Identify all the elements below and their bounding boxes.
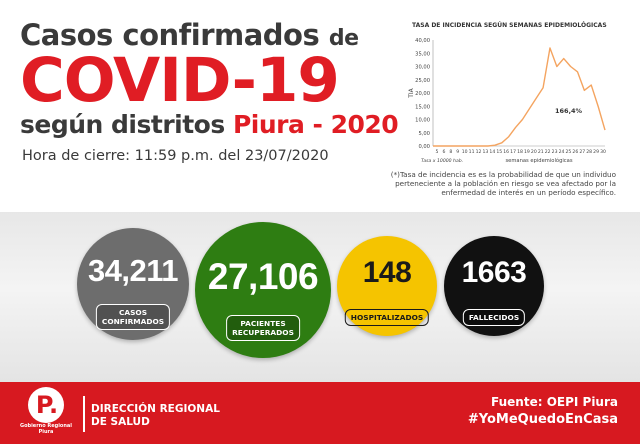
- stat-label: HOSPITALIZADOS: [344, 309, 430, 326]
- x-tick-label: 24: [559, 149, 565, 155]
- org-line1: DIRECCIÓN REGIONAL: [91, 403, 220, 415]
- x-tick-label: 22: [545, 149, 551, 155]
- org-line2: DE SALUD: [91, 416, 150, 428]
- x-tick-label: 28: [586, 149, 592, 155]
- x-tick-label: 29: [593, 149, 599, 155]
- x-tick-label: 23: [552, 149, 558, 155]
- stat-label-line1: CASOS: [118, 308, 148, 317]
- x-tick-label: 14: [489, 149, 495, 155]
- logo-badge-icon: P.: [28, 387, 64, 423]
- y-tick-label: 20,00: [415, 91, 430, 97]
- title-main: COVID-19: [20, 45, 340, 116]
- title-sub-highlight: Piura - 2020: [232, 110, 399, 139]
- x-tick-label: 16: [503, 149, 509, 155]
- y-tick-label: 25,00: [415, 78, 430, 84]
- x-axis-label: semanas epidemiológicas: [505, 157, 572, 164]
- stat-casos-confirmados: 34,211 CASOS CONFIRMADOS: [77, 228, 189, 340]
- y-tick-label: 10,00: [415, 118, 430, 124]
- footnote: (*)Tasa de incidencia es es la probabili…: [390, 170, 616, 197]
- x-tick-label: 19: [524, 149, 530, 155]
- stat-label: PACIENTES RECUPERADOS: [226, 315, 300, 341]
- chart-annotation: 166,4%: [555, 107, 583, 115]
- stat-label-line1: FALLECIDOS: [468, 313, 520, 322]
- stat-label-line2: CONFIRMADOS: [101, 317, 165, 326]
- stat-fallecidos: 1663 FALLECIDOS: [444, 236, 544, 336]
- y-tick-label: 0,00: [418, 144, 430, 150]
- stat-label-line2: RECUPERADOS: [232, 328, 294, 337]
- logo-text: Gobierno Regional Piura: [19, 423, 73, 435]
- title-sub-prefix: según distritos: [20, 110, 225, 139]
- stat-value: 148: [362, 256, 412, 289]
- chart-title: TASA DE INCIDENCIA SEGÚN SEMANAS EPIDEMI…: [412, 22, 607, 29]
- title-sub: según distritos Piura - 2020: [20, 110, 399, 139]
- fuente: Fuente: OEPI Piura: [491, 395, 618, 409]
- stat-label-line1: PACIENTES: [240, 319, 286, 328]
- footer: P. Gobierno Regional Piura DIRECCIÓN REG…: [0, 382, 640, 444]
- stat-label-line1: HOSPITALIZADOS: [350, 313, 424, 322]
- x-tick-label: 21: [538, 149, 544, 155]
- x-tick-label: 5: [436, 149, 439, 155]
- stat-label: FALLECIDOS: [462, 309, 526, 326]
- x-tick-label: 18: [517, 149, 523, 155]
- x-tick-label: 27: [579, 149, 585, 155]
- stat-value: 34,211: [87, 253, 179, 288]
- title-top: Casos confirmados de: [20, 18, 359, 52]
- hashtag: #YoMeQuedoEnCasa: [467, 412, 618, 427]
- stat-value: 27,106: [207, 256, 319, 297]
- logo-letter: P.: [35, 391, 59, 419]
- series-line: [433, 47, 606, 147]
- x-tick-label: 8: [449, 149, 452, 155]
- footer-divider: [83, 396, 85, 432]
- x-tick-label: 6: [442, 149, 445, 155]
- y-tick-label: 15,00: [415, 104, 430, 110]
- gobierno-regional-logo: P. Gobierno Regional Piura: [14, 387, 78, 441]
- y-tick-label: 40,00: [415, 38, 430, 44]
- stat-label: CASOS CONFIRMADOS: [95, 304, 171, 330]
- y-tick-label: 30,00: [415, 65, 430, 71]
- x-note: Tasa x 10000 hab.: [421, 158, 463, 164]
- x-tick-label: 13: [482, 149, 488, 155]
- x-tick-label: 17: [510, 149, 516, 155]
- header: Casos confirmados de COVID-19 según dist…: [0, 0, 640, 212]
- x-tick-label: 11: [469, 149, 475, 155]
- stat-hospitalizados: 148 HOSPITALIZADOS: [337, 236, 437, 336]
- x-tick-label: 25: [565, 149, 571, 155]
- x-tick-label: 10: [462, 149, 468, 155]
- x-tick-label: 9: [456, 149, 459, 155]
- org-name: DIRECCIÓN REGIONAL DE SALUD: [91, 403, 220, 429]
- stat-pacientes-recuperados: 27,106 PACIENTES RECUPERADOS: [195, 222, 331, 358]
- title-top-text: Casos confirmados: [20, 18, 320, 52]
- x-tick-label: 12: [476, 149, 482, 155]
- y-tick-label: 5,00: [418, 131, 430, 137]
- x-tick-label: 15: [496, 149, 502, 155]
- incidence-chart-svg: 0,00 5,00 10,00 15,00 20,00 25,00 30,00 35,00 40…: [408, 38, 606, 164]
- x-tick-label: 20: [531, 149, 537, 155]
- y-axis-label: TIA: [408, 87, 415, 98]
- hora-cierre: Hora de cierre: 11:59 p.m. del 23/07/202…: [22, 148, 329, 164]
- stat-value: 1663: [461, 256, 527, 289]
- y-tick-label: 35,00: [415, 51, 430, 57]
- x-tick-label: 30: [600, 149, 606, 155]
- x-tick-label: 26: [572, 149, 578, 155]
- title-top-de: de: [328, 26, 359, 51]
- incidence-chart: 0,00 5,00 10,00 15,00 20,00 25,00 30,00 35,00 40…: [405, 18, 615, 168]
